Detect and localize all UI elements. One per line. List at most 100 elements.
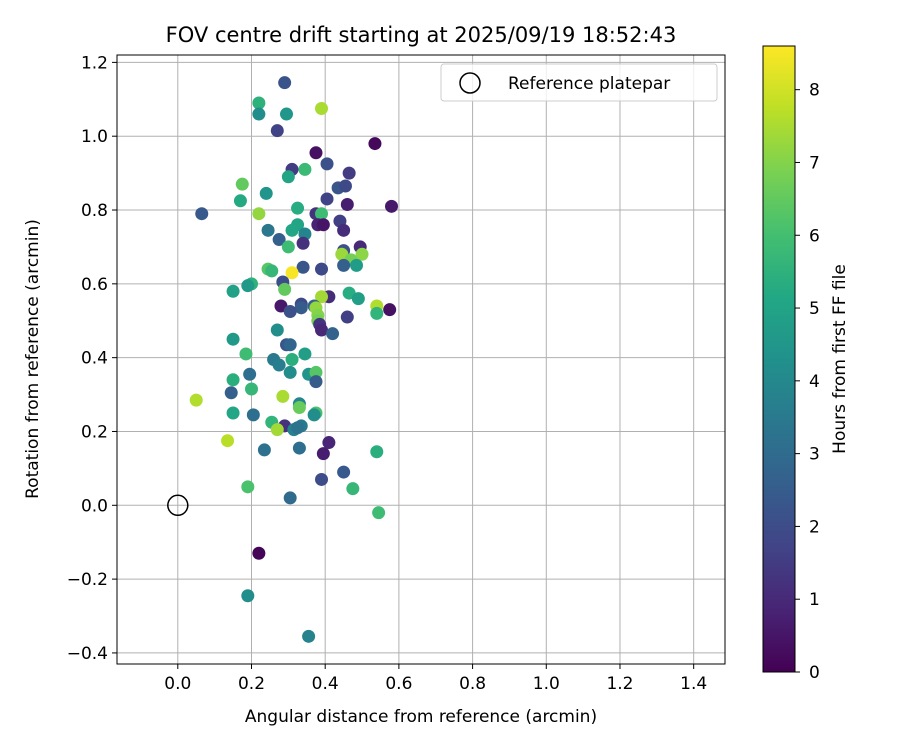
scatter-point (283, 365, 297, 379)
reference-platepar-marker (167, 494, 189, 517)
x-tick-label: 0.4 (312, 674, 339, 694)
scatter-point (291, 201, 305, 215)
y-tick-label: 1.2 (81, 53, 108, 73)
grid (117, 55, 725, 664)
scatter-point (309, 146, 323, 160)
scatter-point (292, 400, 306, 414)
y-tick-label: 1.0 (81, 127, 108, 147)
x-axis-ticks: 0.0 0.2 0.4 0.6 0.8 1.0 1.2 1.4 (164, 664, 707, 694)
scatter-point (241, 480, 255, 494)
scatter-point (285, 353, 299, 366)
scatter-point (257, 443, 271, 457)
scatter-point (221, 434, 235, 448)
colorbar-ticks: 0 1 2 3 4 5 6 7 8 (795, 81, 820, 683)
scatter-point (189, 393, 203, 407)
scatter-point (309, 365, 323, 379)
x-tick-label: 0.0 (164, 674, 191, 694)
scatter-point (351, 292, 365, 306)
scatter-point (270, 323, 284, 337)
scatter-point (285, 266, 299, 280)
colorbar: 0 1 2 3 4 5 6 7 8 Hours from first FF file (762, 45, 850, 683)
scatter-point (372, 506, 386, 520)
y-tick-label: −0.4 (67, 644, 108, 664)
colorbar-tick-label: 2 (809, 517, 820, 537)
scatter-point (320, 192, 334, 206)
scatter-point (276, 389, 290, 403)
y-tick-label: 0.4 (81, 349, 108, 369)
scatter-point (342, 166, 356, 180)
scatter-point (316, 218, 330, 232)
colorbar-tick-label: 5 (809, 299, 820, 319)
scatter-point (338, 179, 352, 193)
scatter-point (246, 408, 260, 422)
scatter-point (265, 264, 279, 278)
scatter-point (298, 162, 312, 176)
y-tick-label: −0.2 (67, 570, 108, 590)
scatter-point (244, 382, 258, 396)
scatter-point (316, 447, 330, 461)
scatter-point (296, 236, 310, 250)
scatter-point (383, 303, 397, 317)
scatter-point (239, 347, 253, 361)
scatter-point (241, 589, 255, 603)
scatter-point (235, 177, 249, 191)
scatter-point (195, 207, 209, 221)
colorbar-tick-label: 7 (809, 153, 820, 173)
scatter-point (252, 96, 266, 110)
scatter-point (385, 199, 399, 213)
scatter-point (315, 290, 329, 304)
scatter-point (337, 258, 351, 272)
scatter-point (346, 482, 360, 496)
colorbar-tick-label: 6 (809, 226, 820, 246)
scatter-point (283, 305, 297, 319)
y-tick-label: 0.2 (81, 422, 108, 442)
scatter-point (278, 282, 292, 296)
scatter-point (233, 194, 247, 208)
scatter-point (272, 358, 286, 372)
scatter-point (226, 373, 240, 387)
scatter-point (283, 491, 297, 505)
colorbar-tick-label: 0 (809, 663, 820, 683)
scatter-point (226, 284, 240, 298)
y-tick-label: 0.8 (81, 201, 108, 221)
scatter-point (296, 260, 310, 274)
scatter-point (270, 423, 284, 437)
colorbar-tick-label: 8 (809, 81, 820, 101)
scatter-point (259, 186, 273, 200)
scatter-point (280, 107, 294, 121)
scatter-point (270, 124, 284, 138)
scatter-point (294, 301, 308, 315)
scatter-point (252, 107, 266, 121)
scatter-point (285, 223, 299, 237)
x-tick-label: 0.6 (385, 674, 412, 694)
scatter-point (322, 436, 336, 450)
scatter-point (291, 421, 305, 435)
colorbar-label: Hours from first FF file (830, 264, 850, 454)
scatter-point (252, 546, 266, 560)
scatter-point (281, 170, 295, 184)
scatter-point (315, 323, 329, 337)
x-tick-label: 1.0 (533, 674, 560, 694)
chart-title: FOV centre drift starting at 2025/09/19 … (166, 23, 677, 47)
scatter-point (337, 223, 351, 237)
x-axis-label: Angular distance from reference (arcmin) (245, 707, 597, 727)
legend-box (440, 63, 718, 102)
scatter-point (261, 223, 275, 237)
x-tick-label: 0.2 (238, 674, 265, 694)
y-axis-ticks: −0.4 −0.2 0.0 0.2 0.4 0.6 0.8 1.0 1.2 (67, 53, 117, 664)
colorbar-tick-label: 4 (809, 372, 820, 392)
scatter-point (226, 406, 240, 420)
colorbar-tick-label: 1 (809, 590, 820, 610)
x-tick-label: 1.4 (680, 674, 707, 694)
scatter-point (337, 465, 351, 479)
legend: Reference platepar (440, 63, 718, 102)
scatter-point (243, 367, 257, 381)
scatter-point (326, 327, 340, 341)
y-tick-label: 0.6 (81, 275, 108, 295)
scatter-point (292, 441, 306, 455)
scatter-point (340, 310, 354, 324)
y-tick-label: 0.0 (81, 496, 108, 516)
scatter-point (281, 240, 295, 254)
